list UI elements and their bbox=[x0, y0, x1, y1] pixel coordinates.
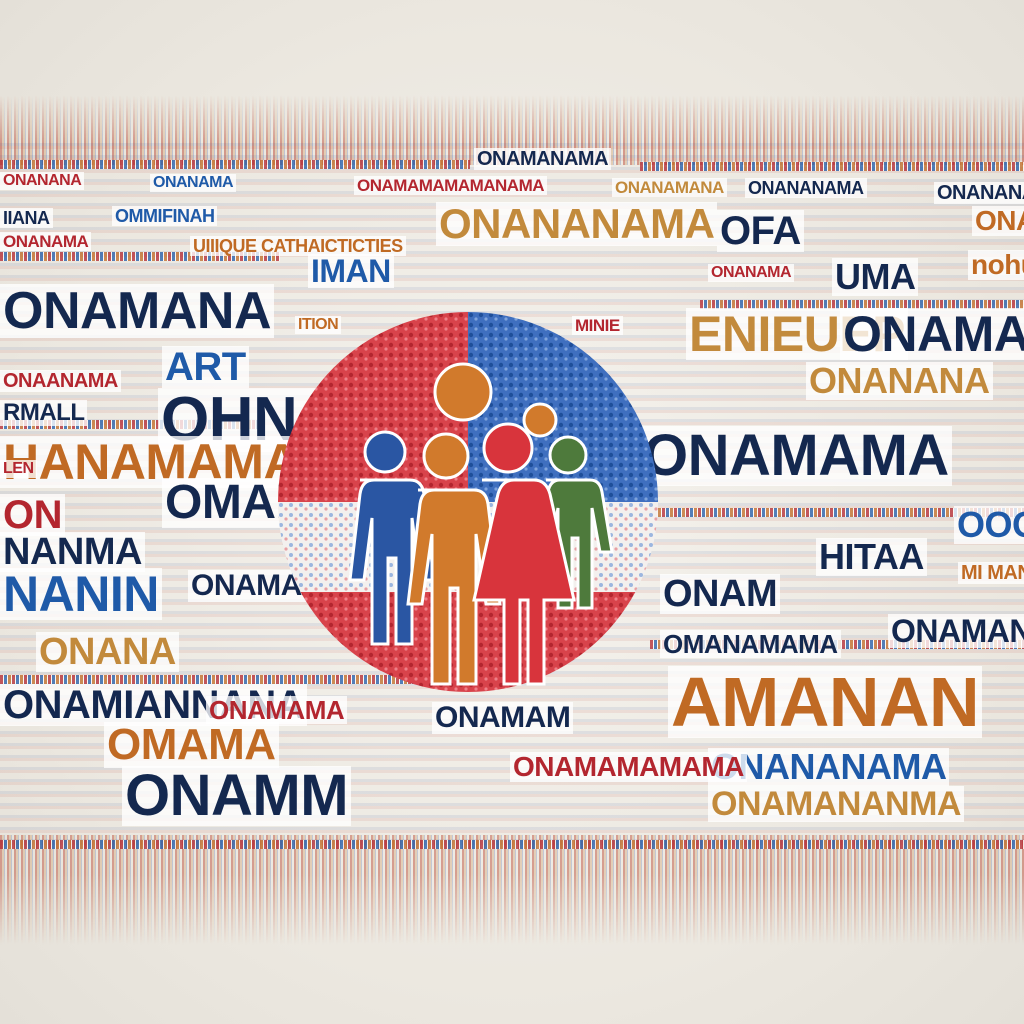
cloud-word: ONAANAMA bbox=[0, 370, 121, 392]
bottom-fringe-texture bbox=[0, 835, 1024, 945]
tiny-text-strip bbox=[700, 300, 1024, 309]
red-adult-figure bbox=[472, 422, 576, 686]
cloud-word: HITAA bbox=[816, 538, 927, 576]
cloud-word: ONAMM bbox=[122, 766, 352, 826]
cloud-word: ONANANAMA bbox=[436, 202, 718, 246]
cloud-word: ONAMAM bbox=[432, 702, 574, 734]
cloud-word: NANMA bbox=[0, 532, 145, 572]
cloud-word: ONANANA bbox=[0, 172, 85, 190]
cloud-word: ONANAMA bbox=[708, 264, 795, 282]
cloud-word: ART bbox=[162, 346, 249, 388]
cloud-word: ONANAMANA bbox=[612, 178, 727, 197]
cloud-word: MI MANANANMA bbox=[958, 562, 1024, 584]
cloud-word: ONAMAMA bbox=[206, 696, 348, 724]
cloud-word: OOONN bbox=[954, 506, 1024, 544]
cloud-word: ONAMANA bbox=[0, 284, 275, 338]
cloud-word: IIANA bbox=[0, 208, 53, 228]
family-emblem bbox=[278, 312, 658, 692]
cloud-word: OFA bbox=[717, 210, 804, 252]
cloud-word: ITION bbox=[295, 316, 342, 334]
tiny-text-strip bbox=[0, 420, 260, 429]
cloud-word: RMALL bbox=[0, 400, 88, 426]
cloud-word: NANIN bbox=[0, 568, 162, 620]
cloud-word: ONANANAMA bbox=[745, 178, 867, 198]
cloud-word: ONANAMAMA bbox=[972, 206, 1024, 236]
cloud-word: ON bbox=[0, 494, 65, 536]
cloud-word: OMMIFINAH bbox=[112, 206, 218, 226]
cloud-word: ONAMAMA bbox=[640, 426, 952, 486]
green-child-figure bbox=[536, 435, 614, 610]
small-head-icon bbox=[522, 402, 558, 438]
tiny-text-strip bbox=[0, 840, 1024, 849]
cloud-word: ONANAMA bbox=[150, 174, 237, 192]
tiny-text-strip bbox=[640, 162, 1024, 171]
cloud-word: ONAMAMAMAMA bbox=[510, 752, 747, 782]
cloud-word: ONAMAMAMAMANAMA bbox=[354, 176, 548, 195]
cloud-word: ONANA bbox=[36, 632, 179, 672]
cloud-word: ONAMANAMA bbox=[474, 148, 612, 170]
blue-adult-figure bbox=[348, 430, 436, 646]
cloud-word: AMANAN bbox=[668, 666, 983, 738]
cloud-word: nohucah bbox=[968, 250, 1024, 280]
tiny-text-strip bbox=[0, 252, 280, 261]
cloud-word: ONAMANA bbox=[888, 614, 1024, 648]
cloud-word: ONAMANANMA bbox=[708, 786, 964, 822]
tiny-text-strip bbox=[650, 508, 1024, 517]
tiny-text-strip bbox=[0, 160, 470, 169]
cloud-word: UIIIQUE CATHAICTICTIES bbox=[190, 236, 406, 256]
cloud-word: MINIE bbox=[572, 316, 623, 335]
family-group-icon bbox=[348, 362, 614, 686]
cloud-word: ONANANAMA bbox=[934, 182, 1024, 204]
orange-adult-figure bbox=[406, 362, 502, 686]
cloud-word: ONANANAMA bbox=[708, 748, 950, 786]
cloud-word: ONANAMA bbox=[0, 232, 92, 251]
cloud-word: UMA bbox=[832, 258, 919, 296]
cloud-word: IMAN bbox=[308, 254, 394, 288]
cloud-word: ONANANA bbox=[806, 362, 993, 400]
cloud-word: OMAMA bbox=[104, 722, 279, 768]
tiny-text-strip bbox=[0, 675, 420, 684]
cloud-word: ONAMAIANAMA bbox=[840, 308, 1024, 360]
cloud-word: ONAM bbox=[660, 574, 781, 614]
cloud-word: LEN bbox=[0, 460, 37, 478]
cloud-word: OMANAMAMA bbox=[660, 630, 841, 658]
